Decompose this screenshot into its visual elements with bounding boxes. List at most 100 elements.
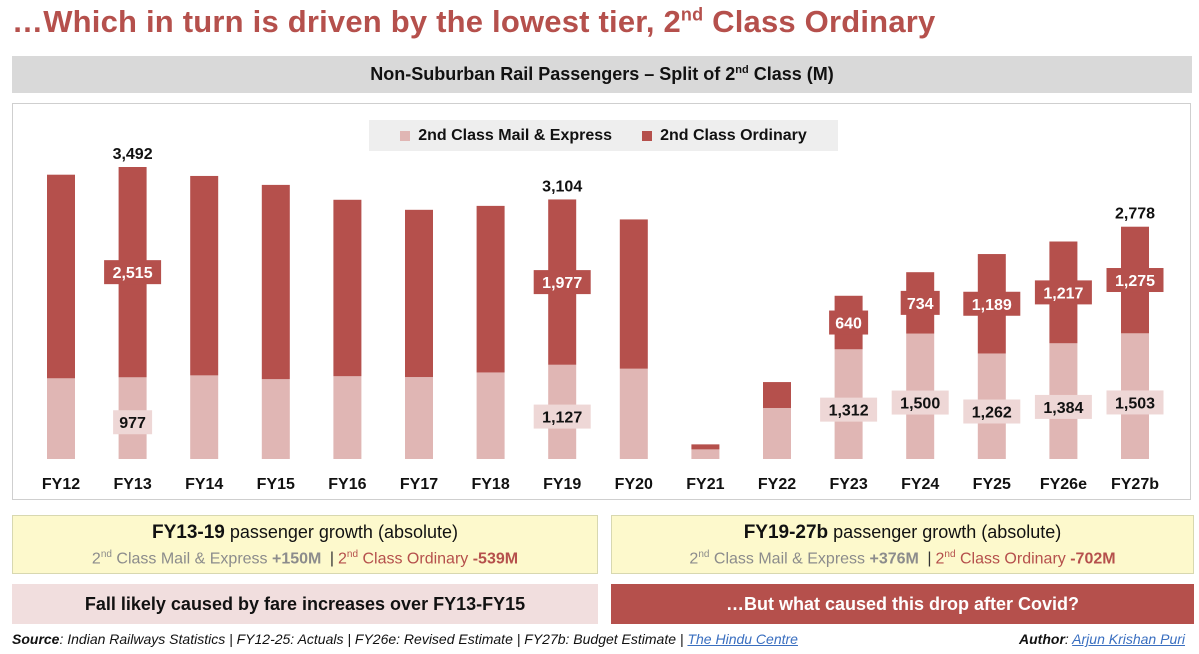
label-mail-express-fy19-text: 1,127 bbox=[542, 410, 582, 427]
note-after-covid: …But what caused this drop after Covid? bbox=[611, 584, 1194, 624]
x-tick-label-fy24: FY24 bbox=[901, 476, 939, 493]
label-mail-express-fy26e: 1,384 bbox=[1034, 394, 1092, 419]
label-ordinary-fy24-box bbox=[900, 290, 940, 315]
label-mail-express-fy23-text: 1,312 bbox=[829, 403, 869, 420]
x-tick-label-fy21: FY21 bbox=[686, 476, 724, 493]
label-ordinary-fy27b-box bbox=[1106, 268, 1164, 293]
ordinary-value: -702M bbox=[1070, 550, 1116, 568]
mail-express-label: Class Mail & Express bbox=[709, 550, 870, 568]
mail-express-pre: 2 bbox=[91, 550, 101, 568]
label-mail-express-fy27b: 1,503 bbox=[1106, 390, 1164, 415]
panel-line: 2nd Class Mail & Express +150M | 2nd Clas… bbox=[13, 549, 597, 568]
mail-express-label: Class Mail & Express bbox=[111, 550, 272, 568]
x-tick-label-fy15: FY15 bbox=[257, 476, 295, 493]
label-ordinary-fy19: 1,977 bbox=[533, 270, 591, 295]
label-mail-express-fy24: 1,500 bbox=[891, 390, 949, 415]
chart-title-text: Non-Suburban Rail Passengers – Split of … bbox=[370, 64, 736, 84]
label-mail-express-fy19-box bbox=[533, 404, 591, 429]
label-mail-express-fy26e-text: 1,384 bbox=[1043, 400, 1083, 417]
label-ordinary-fy26e-box bbox=[1034, 280, 1092, 305]
stacked-bar-chart: FY12 FY13 977 2,515 3,492 FY14 FY15 FY16 FY17 FY1… bbox=[42, 146, 1164, 493]
panel-title-bold: FY13-19 bbox=[151, 522, 225, 543]
bar-ordinary-fy12 bbox=[47, 174, 75, 379]
ordinary-pre: 2 bbox=[337, 550, 347, 568]
total-label-fy19: 3,104 bbox=[542, 178, 582, 195]
x-tick-label-fy16: FY16 bbox=[328, 476, 366, 493]
bar-mail-express-fy18 bbox=[476, 372, 505, 459]
x-tick-label-fy20: FY20 bbox=[615, 476, 653, 493]
bar-mail-express-fy21 bbox=[691, 449, 720, 459]
legend: 2nd Class Mail & Express 2nd Class Ordin… bbox=[369, 120, 838, 151]
bar-ordinary-fy15 bbox=[261, 184, 290, 380]
bar-ordinary-fy21 bbox=[691, 444, 720, 450]
author-note: Author: Arjun Krishan Puri bbox=[1019, 631, 1185, 647]
legend-item-ordinary: 2nd Class Ordinary bbox=[642, 127, 807, 145]
chart-title-tail: Class (M) bbox=[748, 64, 834, 84]
panel-title: FY19-27b passenger growth (absolute) bbox=[612, 522, 1193, 544]
panel-title-rest: passenger growth (absolute) bbox=[224, 522, 458, 542]
label-ordinary-fy13-text: 2,515 bbox=[113, 265, 153, 282]
label-ordinary-fy13-box bbox=[104, 260, 162, 285]
bar-mail-express-fy22 bbox=[763, 407, 791, 459]
x-tick-label-fy13: FY13 bbox=[113, 476, 151, 493]
chart-area: FY12 FY13 977 2,515 3,492 FY14 FY15 FY16 FY17 FY1… bbox=[12, 103, 1191, 500]
legend-swatch-mail-express bbox=[400, 130, 411, 141]
label-ordinary-fy27b-text: 1,275 bbox=[1115, 273, 1155, 290]
mail-express-pre: 2 bbox=[689, 550, 699, 568]
ordinary-label: Class Ordinary bbox=[955, 550, 1071, 568]
label-ordinary-fy27b: 1,275 bbox=[1106, 268, 1164, 293]
label-ordinary-fy26e: 1,217 bbox=[1034, 280, 1092, 305]
source-note: Source: Indian Railways Statistics | FY1… bbox=[12, 631, 798, 647]
label-ordinary-fy23-text: 640 bbox=[835, 316, 862, 333]
x-tick-label-fy25: FY25 bbox=[973, 476, 1011, 493]
ordinary-sup: nd bbox=[944, 549, 956, 560]
x-tick-label-fy26e: FY26e bbox=[1040, 476, 1087, 493]
panel-line: 2nd Class Mail & Express +376M | 2nd Clas… bbox=[612, 549, 1193, 568]
bar-mail-express-fy14 bbox=[190, 375, 219, 459]
legend-item-mail-express: 2nd Class Mail & Express bbox=[400, 127, 612, 145]
bar-ordinary-fy16 bbox=[333, 199, 362, 377]
mail-express-value: +376M bbox=[869, 550, 919, 568]
panel-title: FY13-19 passenger growth (absolute) bbox=[13, 522, 597, 544]
label-ordinary-fy25-text: 1,189 bbox=[972, 297, 1012, 314]
growth-panel-fy13-19: FY13-19 passenger growth (absolute) 2nd … bbox=[12, 515, 598, 574]
label-ordinary-fy25-box bbox=[963, 291, 1021, 316]
author-link[interactable]: Arjun Krishan Puri bbox=[1072, 631, 1185, 647]
label-mail-express-fy13: 977 bbox=[113, 410, 153, 435]
author-label: Author bbox=[1019, 631, 1065, 647]
label-mail-express-fy24-box bbox=[891, 390, 949, 415]
headline-text: …Which in turn is driven by the lowest t… bbox=[12, 4, 681, 39]
label-mail-express-fy23-box bbox=[820, 397, 878, 422]
headline: …Which in turn is driven by the lowest t… bbox=[12, 4, 1192, 48]
source-link[interactable]: The Hindu Centre bbox=[687, 631, 798, 647]
ordinary-sup: nd bbox=[346, 549, 359, 560]
chart-title-sup: nd bbox=[735, 64, 749, 76]
label-ordinary-fy26e-text: 1,217 bbox=[1043, 285, 1083, 302]
bar-ordinary-fy20 bbox=[619, 219, 648, 369]
label-mail-express-fy13-text: 977 bbox=[119, 415, 146, 432]
label-ordinary-fy13: 2,515 bbox=[104, 260, 162, 285]
legend-swatch-ordinary bbox=[642, 130, 653, 141]
mail-express-value: +150M bbox=[272, 550, 322, 568]
label-mail-express-fy24-text: 1,500 bbox=[900, 396, 940, 413]
mail-express-sup: nd bbox=[698, 549, 710, 560]
label-mail-express-fy27b-text: 1,503 bbox=[1115, 395, 1155, 412]
source-label: Source bbox=[12, 631, 60, 647]
label-mail-express-fy23: 1,312 bbox=[820, 397, 878, 422]
author-sep: : bbox=[1064, 631, 1073, 647]
label-ordinary-fy23-box bbox=[829, 310, 869, 335]
bar-mail-express-fy12 bbox=[47, 378, 75, 459]
headline-sup: nd bbox=[680, 4, 704, 25]
x-tick-label-fy27b: FY27b bbox=[1111, 476, 1159, 493]
chart-title-bar: Non-Suburban Rail Passengers – Split of … bbox=[12, 56, 1192, 93]
label-ordinary-fy23: 640 bbox=[829, 310, 869, 335]
x-tick-label-fy14: FY14 bbox=[185, 476, 223, 493]
growth-panel-fy19-27b: FY19-27b passenger growth (absolute) 2nd… bbox=[611, 515, 1194, 574]
source-text: : Indian Railways Statistics | FY12-25: … bbox=[59, 631, 688, 647]
bar-ordinary-fy14 bbox=[190, 175, 219, 376]
ordinary-label: Class Ordinary bbox=[358, 550, 473, 568]
bar-mail-express-fy20 bbox=[619, 368, 648, 459]
label-mail-express-fy27b-box bbox=[1106, 390, 1164, 415]
x-tick-label-fy22: FY22 bbox=[758, 476, 796, 493]
x-tick-label-fy23: FY23 bbox=[829, 476, 867, 493]
